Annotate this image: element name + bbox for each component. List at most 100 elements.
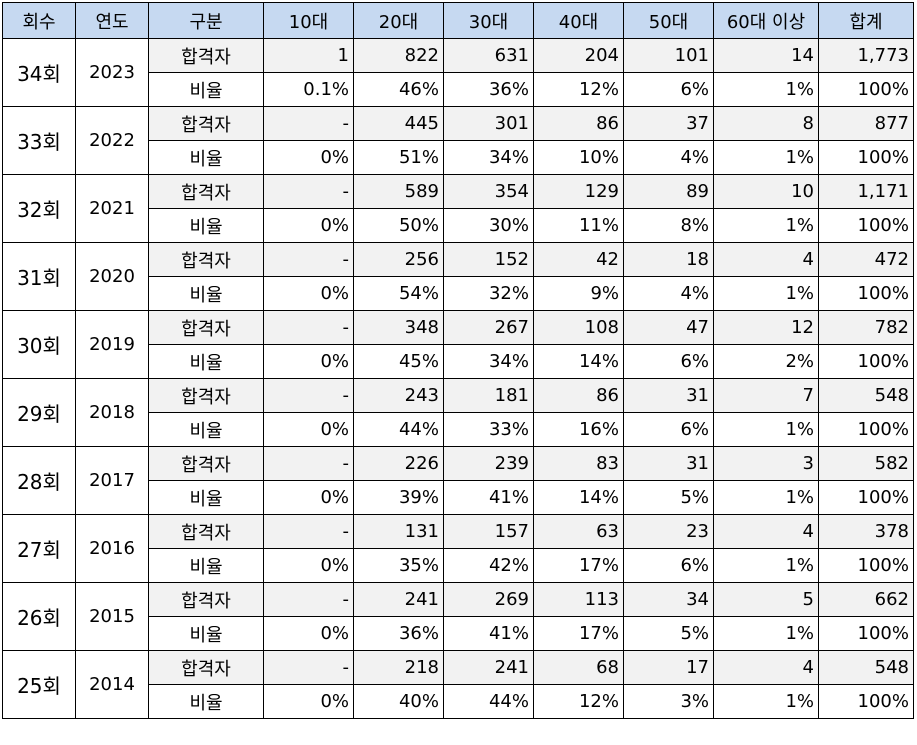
value-cell: 100% [818,412,914,447]
value-cell: 14% [533,480,624,515]
value-cell: 18 [623,242,714,277]
value-cell: 1% [713,208,819,243]
row-label: 합격자 [148,582,264,617]
value-cell: 131 [353,514,444,549]
value-cell: 14% [533,344,624,379]
value-cell: 662 [818,582,914,617]
value-cell: 0% [263,548,354,583]
table-row: 비율 0% 40% 44% 12% 3% 1% 100% [3,684,914,719]
value-cell: 1% [713,548,819,583]
table-row: 27회 2016 합격자 -131 157 63 23 4 378 [2,514,914,583]
round-cell: 30회 [2,310,76,379]
value-cell: 45% [353,344,444,379]
table-body: 34회 2023 합격자 1 822 631 204 101 14 1,773 비율 0.1% 46% 3… [2,38,914,719]
value-cell: 68 [533,650,624,685]
value-cell: 1% [713,72,819,107]
value-cell: - [263,446,354,481]
value-cell: - [263,242,354,277]
value-cell: - [263,378,354,413]
row-label: 합격자 [148,106,264,141]
value-cell: 17 [623,650,714,685]
value-cell: 41% [443,480,534,515]
value-cell: 100% [818,344,914,379]
value-cell: 63 [533,514,624,549]
row-label: 비율 [148,616,264,651]
table-row: 비율 0% 54% 32% 9% 4% 1% 100% [3,276,914,311]
value-cell: 4 [713,650,819,685]
value-cell: 47 [623,310,714,345]
round-cell: 32회 [2,174,76,243]
value-cell: 54% [353,276,444,311]
value-cell: 100% [818,276,914,311]
value-cell: 204 [533,38,624,73]
value-cell: - [263,582,354,617]
value-cell: 0% [263,480,354,515]
row-label: 비율 [148,412,264,447]
value-cell: 0% [263,140,354,175]
header-cell: 10대 [263,2,354,39]
round-cell: 28회 [2,446,76,515]
value-cell: 5% [623,480,714,515]
value-cell: 4% [623,276,714,311]
year-cell: 2015 [75,582,149,651]
value-cell: 582 [818,446,914,481]
value-cell: 0% [263,684,354,719]
table-row: 30회 2019 합격자 -348 267 108 47 12 782 [2,310,914,379]
value-cell: 0% [263,344,354,379]
value-cell: 348 [353,310,444,345]
value-cell: 1% [713,140,819,175]
header-cell: 20대 [353,2,444,39]
value-cell: 9% [533,276,624,311]
value-cell: 1% [713,684,819,719]
value-cell: 0% [263,412,354,447]
header-cell: 합계 [818,2,914,39]
value-cell: 42% [443,548,534,583]
value-cell: 7 [713,378,819,413]
data-table: 회수 연도 구분 10대 20대 30대 40대 50대 60대 이상 합계 34회 2023 합격자… [2,2,914,719]
row-label: 합격자 [148,38,264,73]
value-cell: 1,171 [818,174,914,209]
table-row: 25회 2014 합격자 -218 241 68 17 4 548 [2,650,914,719]
header-cell: 40대 [533,2,624,39]
round-cell: 33회 [2,106,76,175]
value-cell: 30% [443,208,534,243]
value-cell: 589 [353,174,444,209]
table-row: 32회 2021 합격자 -589 354 129 89 10 1,171 [2,174,914,243]
value-cell: 0% [263,208,354,243]
table-row: 비율 0% 39% 41% 14% 5% 1% 100% [3,480,914,515]
value-cell: 44% [353,412,444,447]
year-cell: 2016 [75,514,149,583]
value-cell: 108 [533,310,624,345]
table-row: 33회 2022 합격자 -445 301 86 37 8 877 [2,106,914,175]
year-cell: 2020 [75,242,149,311]
row-label: 비율 [148,548,264,583]
row-label: 비율 [148,72,264,107]
round-cell: 31회 [2,242,76,311]
value-cell: 0% [263,616,354,651]
value-cell: 181 [443,378,534,413]
value-cell: 100% [818,140,914,175]
value-cell: 267 [443,310,534,345]
value-cell: 11% [533,208,624,243]
value-cell: 14 [713,38,819,73]
value-cell: 378 [818,514,914,549]
value-cell: 41% [443,616,534,651]
value-cell: 31 [623,446,714,481]
value-cell: 34% [443,344,534,379]
value-cell: 226 [353,446,444,481]
value-cell: 0.1% [263,72,354,107]
row-label: 비율 [148,208,264,243]
value-cell: 51% [353,140,444,175]
value-cell: - [263,514,354,549]
value-cell: 113 [533,582,624,617]
value-cell: 157 [443,514,534,549]
row-label: 합격자 [148,378,264,413]
table-row: 31회 2020 합격자 -256 152 42 18 4 472 [2,242,914,311]
value-cell: 241 [353,582,444,617]
value-cell: 0% [263,276,354,311]
value-cell: 12 [713,310,819,345]
row-label: 비율 [148,344,264,379]
value-cell: 445 [353,106,444,141]
value-cell: 782 [818,310,914,345]
value-cell: 34 [623,582,714,617]
